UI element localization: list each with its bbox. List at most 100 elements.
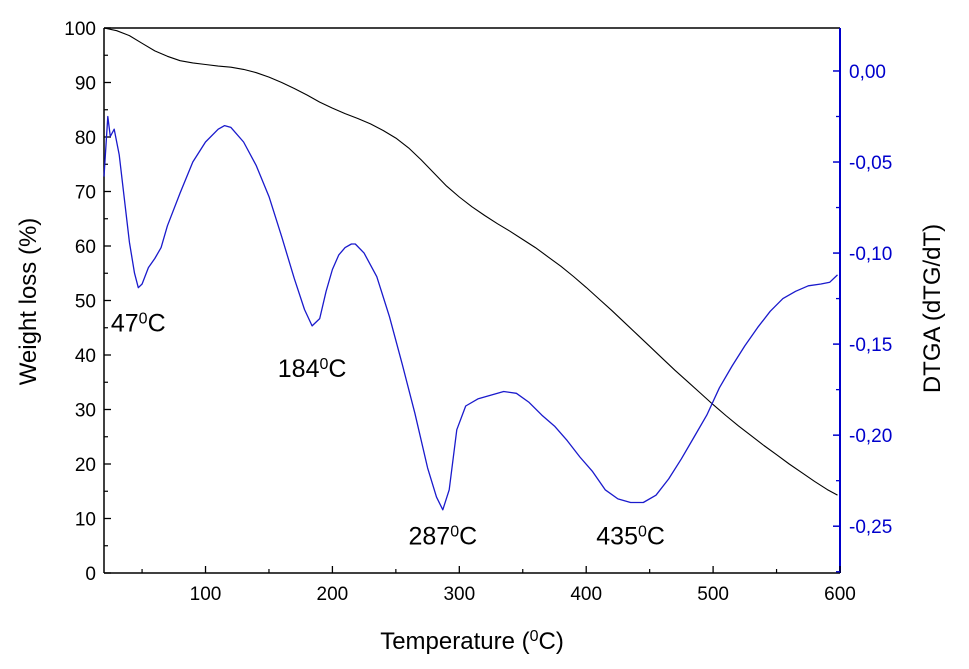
data-point	[370, 123, 371, 124]
x-tick-label: 600	[824, 584, 856, 605]
y-right-tick-label: -0,25	[849, 517, 892, 538]
y-right-tick-label: -0,15	[849, 335, 892, 356]
x-tick-label: 200	[317, 584, 349, 605]
data-point	[116, 30, 117, 31]
data-point	[442, 509, 443, 510]
data-point	[573, 276, 574, 277]
data-point	[808, 285, 809, 286]
data-point	[459, 196, 460, 197]
data-point	[192, 62, 193, 63]
y-left-tick-label: 30	[75, 401, 96, 422]
data-point	[732, 365, 733, 366]
tga-series	[103, 27, 838, 496]
data-point	[662, 358, 663, 359]
x-tick-label: 500	[697, 584, 729, 605]
data-point	[243, 141, 244, 142]
data-point	[205, 64, 206, 65]
y-left-tick-label: 90	[75, 74, 96, 95]
y-left-tick-label: 40	[75, 346, 96, 367]
data-point	[192, 161, 193, 162]
y-left-tick-label: 80	[75, 128, 96, 149]
y-right-tick-label: -0,05	[849, 153, 892, 174]
data-point	[402, 364, 403, 365]
data-point	[304, 309, 305, 310]
data-point	[446, 186, 447, 187]
data-point	[529, 402, 530, 403]
data-point	[522, 239, 523, 240]
data-point	[554, 426, 555, 427]
data-point	[103, 176, 104, 177]
data-point	[567, 440, 568, 441]
y-right-tick-label: 0,00	[849, 62, 886, 83]
data-point	[535, 247, 536, 248]
data-point	[319, 102, 320, 103]
data-point	[465, 405, 466, 406]
data-point	[281, 236, 282, 237]
y-left-tick-label: 10	[75, 510, 96, 531]
data-point	[114, 129, 115, 130]
data-point	[256, 72, 257, 73]
y-right-tick-label: -0,20	[849, 426, 892, 447]
data-point	[829, 282, 830, 283]
data-point	[592, 471, 593, 472]
x-axis-title: Temperature (0C)	[380, 628, 564, 656]
data-point	[142, 43, 143, 44]
data-point	[801, 472, 802, 473]
data-point	[294, 88, 295, 89]
data-point	[700, 393, 701, 394]
data-point	[598, 298, 599, 299]
tga-line	[103, 27, 838, 496]
data-point	[649, 346, 650, 347]
data-point	[281, 82, 282, 83]
data-point	[180, 60, 181, 61]
y-left-axis-title: Weight loss (%)	[15, 218, 42, 386]
data-point	[119, 154, 120, 155]
data-point	[421, 159, 422, 160]
y-left-tick-label: 0	[85, 564, 96, 585]
data-point	[395, 138, 396, 139]
y-left-tick-label: 20	[75, 455, 96, 476]
data-point	[433, 172, 434, 173]
data-point	[706, 415, 707, 416]
x-tick-label: 300	[443, 584, 475, 605]
data-point	[205, 141, 206, 142]
data-point	[579, 456, 580, 457]
data-point	[134, 273, 135, 274]
data-point	[516, 393, 517, 394]
data-point	[408, 147, 409, 148]
data-point	[138, 287, 139, 288]
data-point	[630, 502, 631, 503]
data-point	[154, 258, 155, 259]
data-point	[167, 56, 168, 57]
y-right-axis-title: DTGA (dTG/dT)	[919, 224, 946, 393]
dtga-line	[103, 115, 838, 511]
data-point	[345, 247, 346, 248]
data-point	[294, 278, 295, 279]
data-point	[548, 256, 549, 257]
data-point	[414, 413, 415, 414]
data-point	[471, 206, 472, 207]
y-left-tick-label: 70	[75, 183, 96, 204]
y-left-tick-label: 50	[75, 292, 96, 313]
data-point	[738, 425, 739, 426]
data-point	[560, 266, 561, 267]
data-point	[814, 481, 815, 482]
data-point	[478, 398, 479, 399]
data-point	[687, 381, 688, 382]
x-tick-label: 100	[190, 584, 222, 605]
data-point	[355, 243, 356, 244]
data-point	[449, 489, 450, 490]
data-point	[268, 77, 269, 78]
data-point	[751, 435, 752, 436]
data-point	[484, 215, 485, 216]
peak-annotation: 470C	[111, 309, 166, 337]
data-point	[655, 495, 656, 496]
data-point	[719, 387, 720, 388]
data-point	[351, 243, 352, 244]
data-point	[725, 415, 726, 416]
peak-annotation: 2870C	[408, 522, 477, 550]
data-point	[681, 458, 682, 459]
x-tick-label: 400	[570, 584, 602, 605]
data-point	[389, 316, 390, 317]
